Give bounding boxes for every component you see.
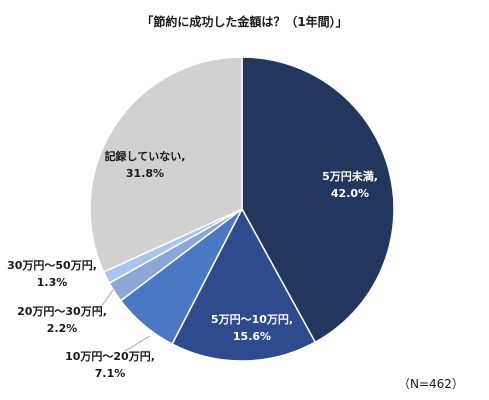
slice-label-1: 5万円未満, bbox=[322, 169, 378, 183]
slice-label-2: 5万円～10万円, bbox=[211, 313, 293, 326]
slice-value-4: 2.2% bbox=[47, 322, 78, 335]
sample-size-note: （N=462） bbox=[398, 377, 464, 391]
slice-value-3: 7.1% bbox=[95, 367, 126, 380]
slice-value-1: 42.0% bbox=[331, 187, 369, 200]
slice-label-3: 10万円～20万円, bbox=[65, 350, 155, 363]
chart-title: 「節約に成功した金額は？（1年間）」 bbox=[141, 15, 348, 29]
pie-slice-1 bbox=[241, 56, 395, 344]
slice-label-5: 30万円～50万円, bbox=[7, 259, 97, 272]
slice-value-2: 15.6% bbox=[233, 330, 271, 343]
slice-label-6: 記録していない, bbox=[105, 149, 186, 163]
slice-label-4: 20万円～30万円, bbox=[17, 305, 107, 318]
leader-line-3 bbox=[124, 335, 151, 352]
pie-slice-2 bbox=[171, 207, 317, 362]
slice-value-5: 1.3% bbox=[37, 276, 68, 289]
pie-slice-6 bbox=[89, 56, 243, 273]
leader-line-4 bbox=[95, 289, 114, 315]
slice-value-6: 31.8% bbox=[126, 167, 164, 180]
